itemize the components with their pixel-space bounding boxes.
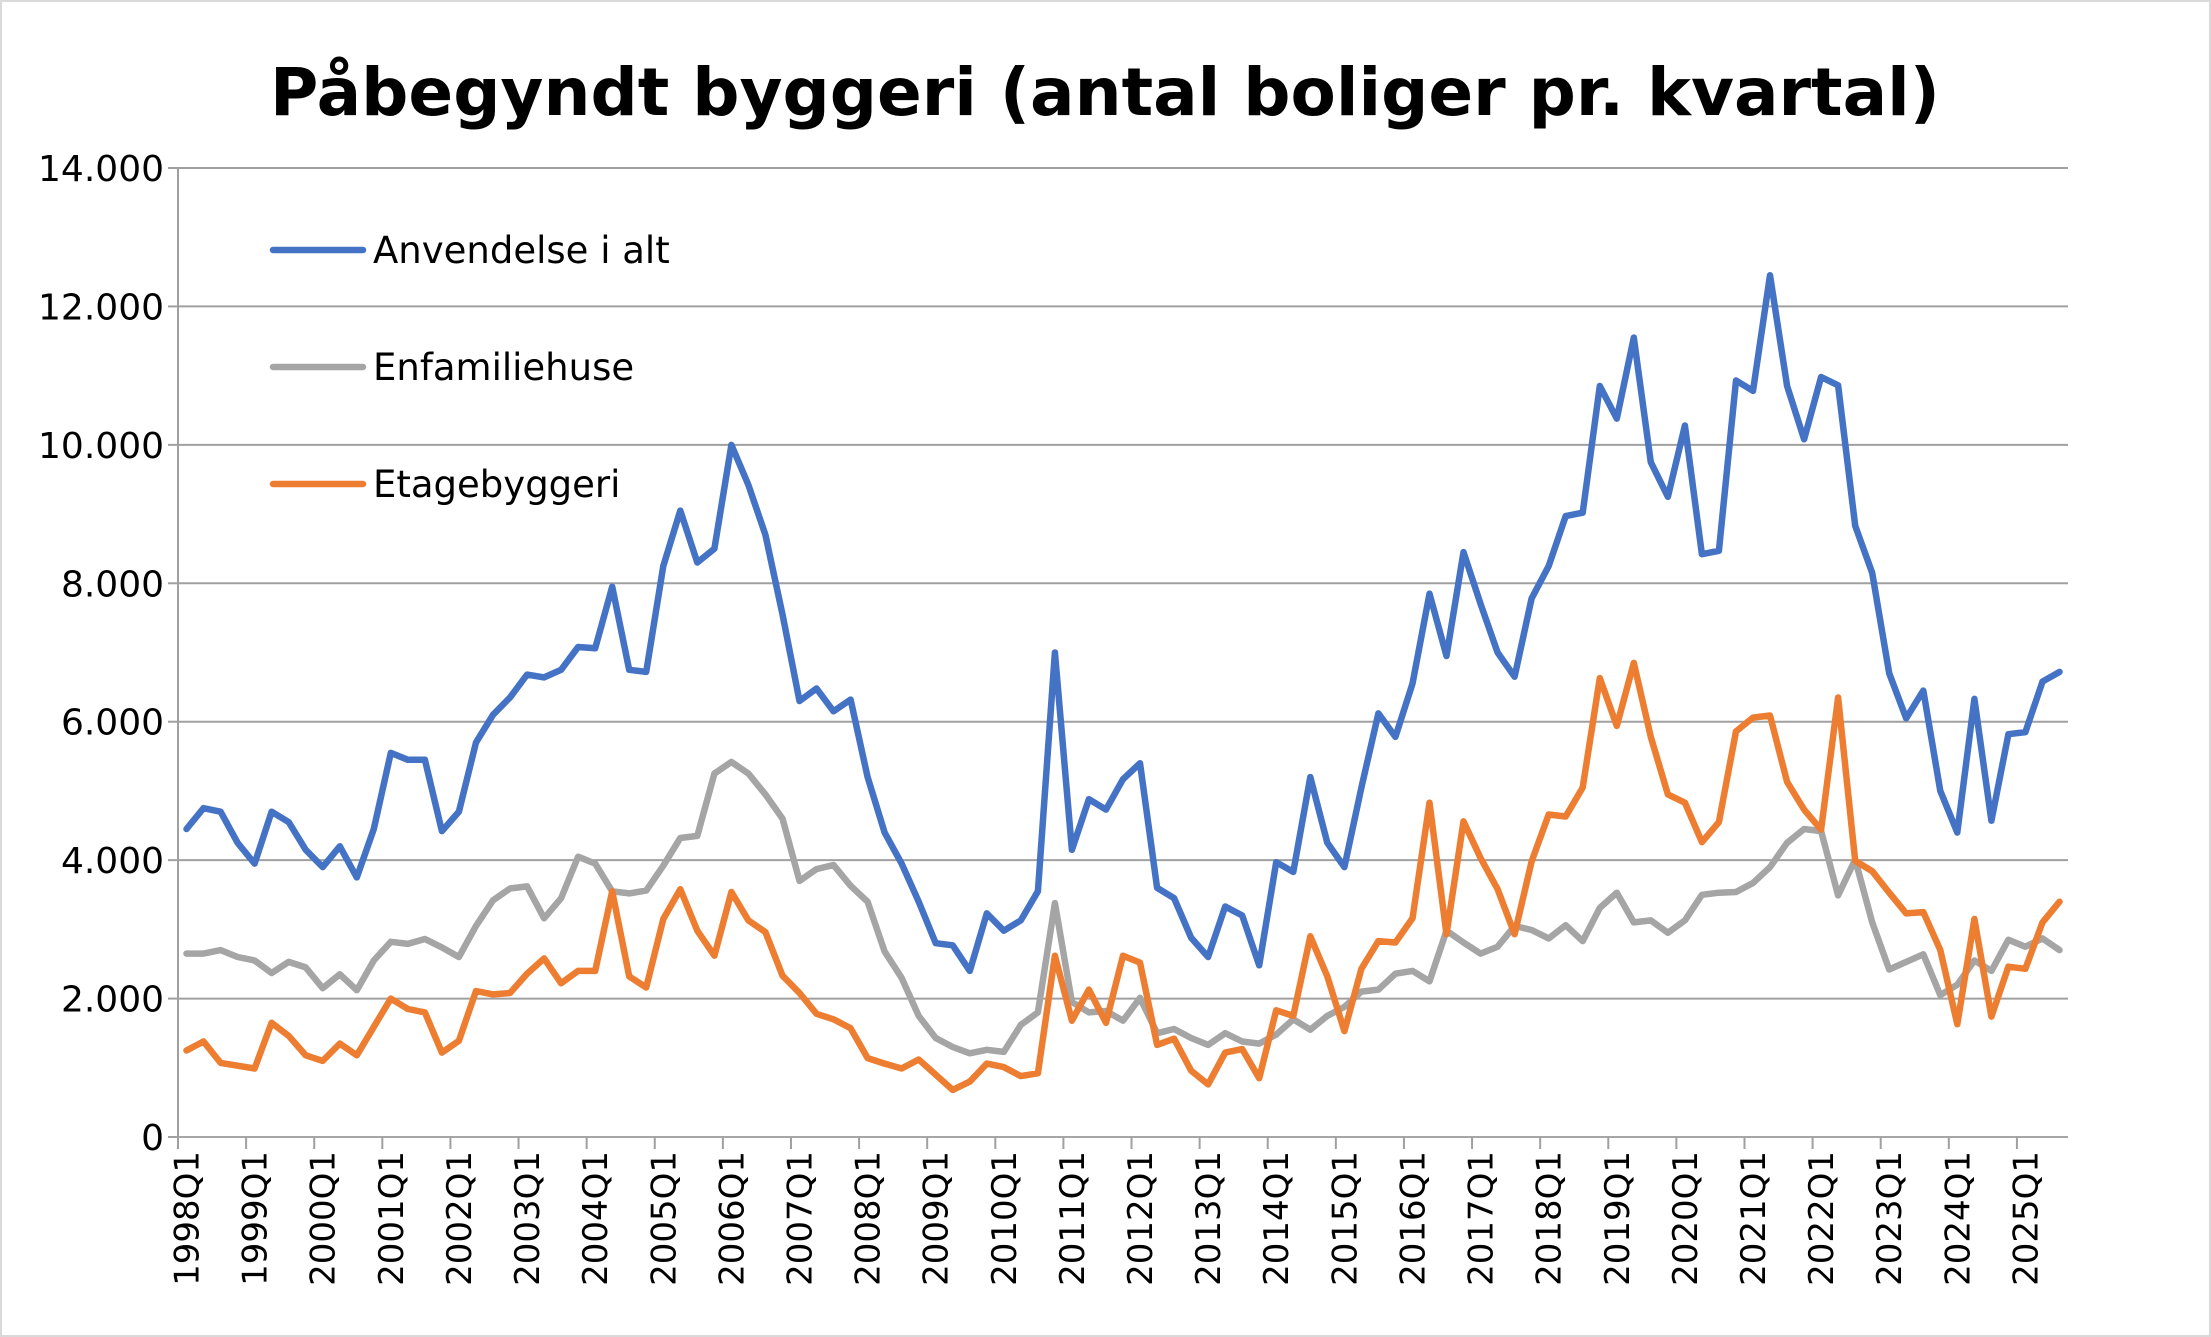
x-tick-label: 2015Q1 xyxy=(1325,1151,1365,1286)
y-tick-label: 8.000 xyxy=(61,564,164,605)
x-tick-label: 2021Q1 xyxy=(1734,1151,1774,1286)
y-tick-label: 14.000 xyxy=(38,149,164,190)
x-tick-label: 2008Q1 xyxy=(849,1151,889,1286)
x-tick-label: 2022Q1 xyxy=(1802,1151,1842,1286)
x-tick-label: 1998Q1 xyxy=(168,1151,208,1286)
series-anvendelse-i-alt xyxy=(183,272,2063,975)
chart-title: Påbegyndt byggeri (antal boliger pr. kva… xyxy=(270,54,1940,131)
x-tick-label: 2002Q1 xyxy=(440,1151,480,1286)
gridlines xyxy=(168,167,2068,1138)
x-tick-label: 2014Q1 xyxy=(1257,1151,1297,1286)
series-lines xyxy=(183,272,2063,1094)
x-tick-label: 2009Q1 xyxy=(917,1151,957,1286)
y-tick-label: 4.000 xyxy=(61,841,164,882)
legend-label: Enfamiliehuse xyxy=(373,346,634,389)
x-tick-label: 2007Q1 xyxy=(780,1151,820,1286)
legend-item: Etagebyggeri xyxy=(269,463,620,506)
y-tick-label: 12.000 xyxy=(38,287,164,328)
x-tick-label: 2016Q1 xyxy=(1393,1151,1433,1286)
y-axis-ticks: 0 2.000 4.000 6.000 8.000 10.000 12.000 14.000 xyxy=(38,149,164,1159)
series-etagebyggeri xyxy=(183,659,2063,1094)
y-tick-label: 0 xyxy=(141,1118,164,1159)
x-tick-label: 2020Q1 xyxy=(1666,1151,1706,1286)
legend-item: Anvendelse i alt xyxy=(269,229,670,272)
y-tick-label: 2.000 xyxy=(61,980,164,1021)
x-tick-label: 2018Q1 xyxy=(1530,1151,1570,1286)
legend-item: Enfamiliehuse xyxy=(269,346,634,389)
x-tick-label: 2025Q1 xyxy=(2006,1151,2046,1286)
x-tick-label: 2019Q1 xyxy=(1598,1151,1638,1286)
x-tick-label: 2005Q1 xyxy=(644,1151,684,1286)
legend: Anvendelse i alt Enfamiliehuse Etagebygger… xyxy=(269,229,670,506)
x-tick-label: 2004Q1 xyxy=(576,1151,616,1286)
x-tick-label: 2013Q1 xyxy=(1189,1151,1229,1286)
x-tick-label: 2012Q1 xyxy=(1121,1151,1161,1286)
series-enfamiliehuse xyxy=(183,758,2063,1057)
x-tick-label: 2003Q1 xyxy=(508,1151,548,1286)
x-tick-label: 2011Q1 xyxy=(1053,1151,1093,1286)
legend-label: Etagebyggeri xyxy=(373,463,620,506)
x-tick-label: 2001Q1 xyxy=(372,1151,412,1286)
legend-label: Anvendelse i alt xyxy=(373,229,670,272)
x-tick-label: 2006Q1 xyxy=(712,1151,752,1286)
y-tick-label: 10.000 xyxy=(38,426,164,467)
x-tick-label: 2024Q1 xyxy=(1938,1151,1978,1286)
x-tick-label: 1999Q1 xyxy=(236,1151,276,1286)
x-tick-label: 2000Q1 xyxy=(304,1151,344,1286)
y-tick-label: 6.000 xyxy=(61,703,164,744)
x-axis-ticks: 1998Q1 1999Q1 2000Q1 2001Q1 2002Q1 2003Q1 2004… xyxy=(168,1137,2046,1286)
x-tick-label: 2010Q1 xyxy=(985,1151,1025,1286)
x-tick-label: 2017Q1 xyxy=(1462,1151,1502,1286)
x-tick-label: 2023Q1 xyxy=(1870,1151,1910,1286)
